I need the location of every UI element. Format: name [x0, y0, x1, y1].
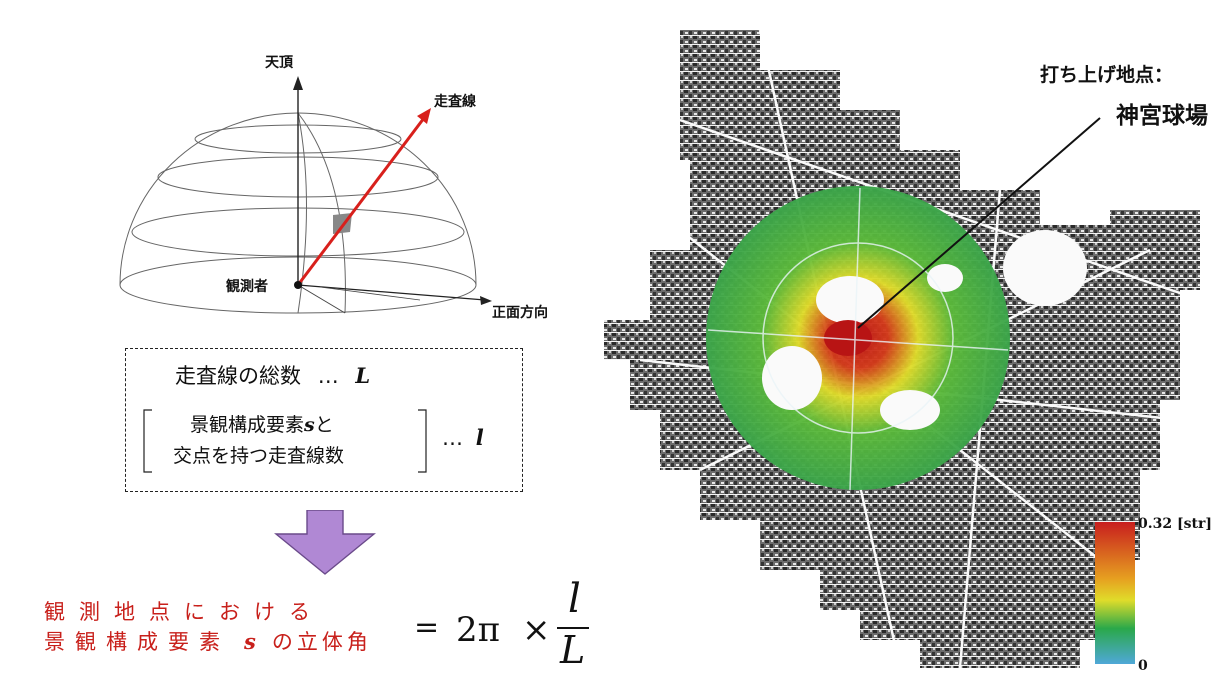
scan-line-label: 走査線	[434, 94, 476, 110]
legend-min-label: 0	[1138, 658, 1148, 674]
launch-point-label: 打ち上げ地点：	[1040, 64, 1174, 86]
formula-line-1: 観測地点における	[44, 600, 324, 624]
scan-line	[296, 117, 426, 286]
launch-leader-line	[857, 117, 1101, 329]
bracket-line-2: 交点を持つ走査線数	[173, 445, 345, 467]
definition-box	[125, 348, 523, 492]
legend-max-label: 0.32 [str]	[1138, 516, 1212, 532]
zenith-label: 天頂	[265, 55, 293, 71]
observer-label: 観測者	[226, 279, 268, 295]
ground-line-1	[297, 284, 346, 314]
solid-angle-map	[604, 30, 1200, 668]
formula-times: ×	[522, 610, 551, 650]
front-direction-arrow	[480, 296, 492, 305]
right-bracket	[418, 409, 427, 473]
formula-line-2: 景観構成要素 s の立体角	[44, 629, 372, 654]
formula-coef: 2π	[456, 610, 500, 650]
formula-equals: =	[414, 610, 440, 645]
meridian-1	[297, 112, 346, 314]
formula-denominator: L	[560, 628, 586, 672]
front-direction-label: 正面方向	[492, 305, 548, 321]
ground-line-2	[319, 286, 421, 301]
formula-numerator: l	[568, 576, 581, 622]
launch-place-label: 神宮球場	[1116, 103, 1208, 129]
scan-line-arrow	[417, 108, 431, 124]
legend-bar	[1095, 522, 1135, 664]
zenith-arrow	[293, 76, 303, 90]
observer-dot	[294, 281, 302, 289]
count-l-text: … l	[442, 425, 484, 450]
down-arrow	[274, 510, 376, 575]
total-scan-lines-text: 走査線の総数 … L	[175, 363, 371, 388]
fraction-bar	[557, 627, 589, 629]
hemisphere-diagram	[119, 76, 492, 314]
left-bracket	[143, 409, 152, 473]
launch-hotspot	[824, 320, 872, 356]
front-direction-line	[297, 284, 486, 301]
bracket-line-1: 景観構成要素sと	[190, 414, 334, 436]
